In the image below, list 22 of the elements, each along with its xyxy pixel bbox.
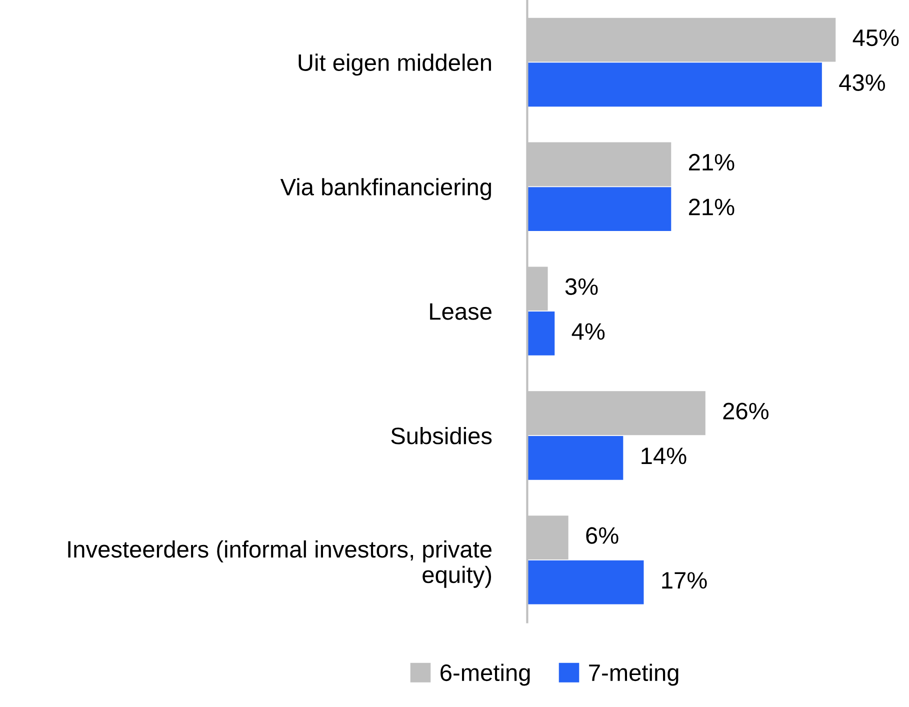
data-label: 6% bbox=[586, 527, 618, 544]
bar bbox=[527, 62, 822, 107]
y-tick-label: Via bankfinanciering bbox=[280, 178, 491, 200]
data-label: 14% bbox=[642, 448, 686, 464]
data-label: 21% bbox=[689, 154, 734, 170]
data-label: 4% bbox=[572, 323, 605, 340]
data-label: 3% bbox=[565, 278, 598, 296]
data-label: 26% bbox=[723, 402, 768, 420]
bar bbox=[527, 312, 555, 356]
data-label: 45% bbox=[852, 30, 899, 46]
legend-label: 6-meting bbox=[440, 664, 530, 686]
data-label: 43% bbox=[839, 74, 886, 91]
y-tick-label: Subsidies bbox=[391, 426, 492, 444]
y-tick-label: Uit eigen middelen bbox=[298, 54, 491, 76]
data-label: 17% bbox=[662, 572, 707, 589]
data-label: 21% bbox=[689, 198, 734, 216]
bar bbox=[527, 560, 644, 604]
y-tick-label: Lease bbox=[430, 303, 492, 320]
y-tick-label: Investeerders (informal investors, private equity) bbox=[68, 540, 492, 588]
bar bbox=[527, 436, 624, 480]
legend-label: 7-meting bbox=[589, 664, 678, 686]
bar bbox=[527, 187, 672, 231]
